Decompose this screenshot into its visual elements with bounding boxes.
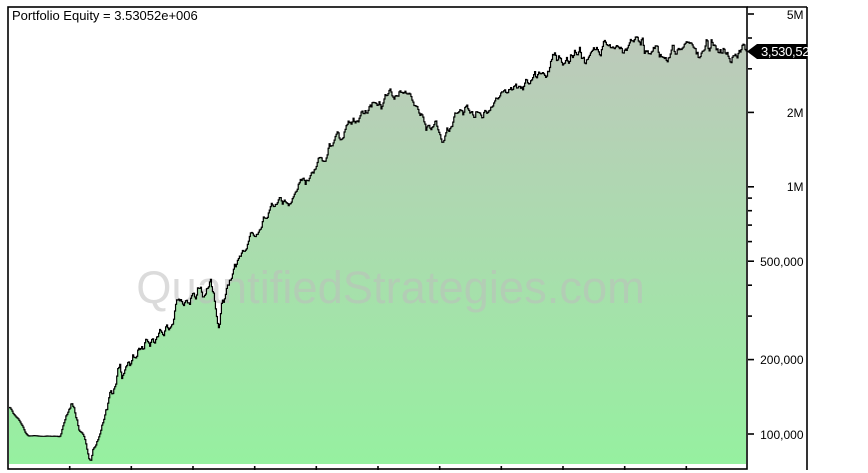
svg-text:3,530,523: 3,530,523 (761, 44, 816, 59)
svg-text:200,000: 200,000 (760, 353, 804, 367)
svg-text:2M: 2M (787, 106, 804, 120)
svg-text:1M: 1M (787, 180, 804, 194)
svg-text:100,000: 100,000 (760, 428, 804, 442)
svg-text:Portfolio Equity = 3.53052e+00: Portfolio Equity = 3.53052e+006 (12, 8, 198, 23)
svg-text:500,000: 500,000 (760, 255, 804, 269)
svg-text:5M: 5M (787, 8, 804, 22)
